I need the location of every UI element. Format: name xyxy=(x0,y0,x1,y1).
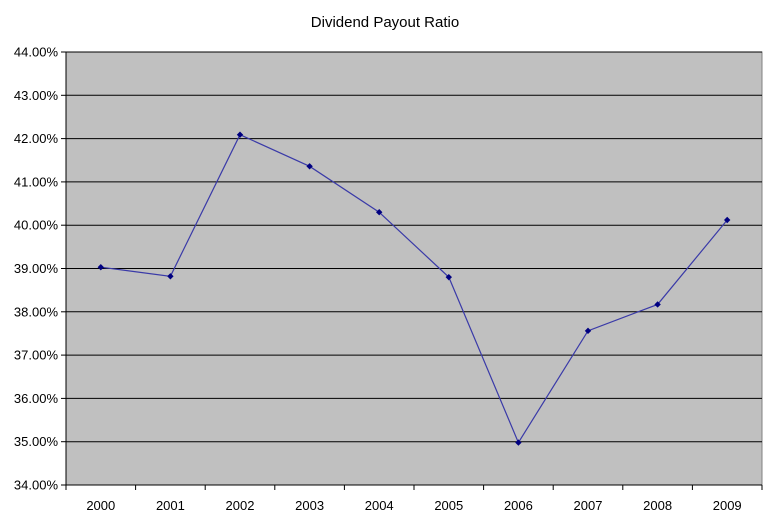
x-tick-label: 2004 xyxy=(365,498,394,513)
y-tick-label: 35.00% xyxy=(14,434,59,449)
x-tick-label: 2002 xyxy=(226,498,255,513)
y-tick-label: 36.00% xyxy=(14,391,59,406)
x-tick-label: 2001 xyxy=(156,498,185,513)
chart-title: Dividend Payout Ratio xyxy=(310,14,460,31)
y-tick-label: 40.00% xyxy=(14,218,59,233)
y-tick-label: 44.00% xyxy=(14,45,59,60)
x-tick-label: 2006 xyxy=(504,498,533,513)
y-tick-label: 39.00% xyxy=(14,261,59,276)
y-tick-label: 37.00% xyxy=(14,348,59,363)
x-tick-label: 2008 xyxy=(643,498,672,513)
x-tick-label: 2005 xyxy=(434,498,463,513)
y-tick-labels: 34.00% 35.00% 36.00% 37.00% 38.00% 39.00% 40.0… xyxy=(14,45,59,493)
series-layer xyxy=(97,131,731,446)
y-tick-label: 43.00% xyxy=(14,88,59,103)
data-point xyxy=(97,264,104,271)
x-tick-labels: 2000 2001 2002 2003 2004 2005 2006 2007 2008 2009 xyxy=(86,498,741,513)
x-tick-label: 2007 xyxy=(574,498,603,513)
data-point xyxy=(376,209,383,216)
data-point xyxy=(306,163,313,170)
data-point xyxy=(236,131,244,138)
x-tick-label: 2003 xyxy=(295,498,324,513)
data-point xyxy=(654,301,661,308)
y-tick-label: 38.00% xyxy=(14,304,59,319)
series-line xyxy=(100,133,728,444)
axes xyxy=(65,52,763,490)
y-tick-label: 41.00% xyxy=(14,174,59,189)
gridlines xyxy=(61,51,762,486)
x-tick-label: 2000 xyxy=(86,498,115,513)
x-tick-label: 2009 xyxy=(713,498,742,513)
data-point xyxy=(515,439,522,446)
data-point xyxy=(724,216,731,224)
y-tick-label: 34.00% xyxy=(14,478,59,493)
data-point xyxy=(584,327,592,335)
data-point xyxy=(445,273,452,281)
data-point xyxy=(167,273,174,280)
y-tick-label: 42.00% xyxy=(14,131,59,146)
